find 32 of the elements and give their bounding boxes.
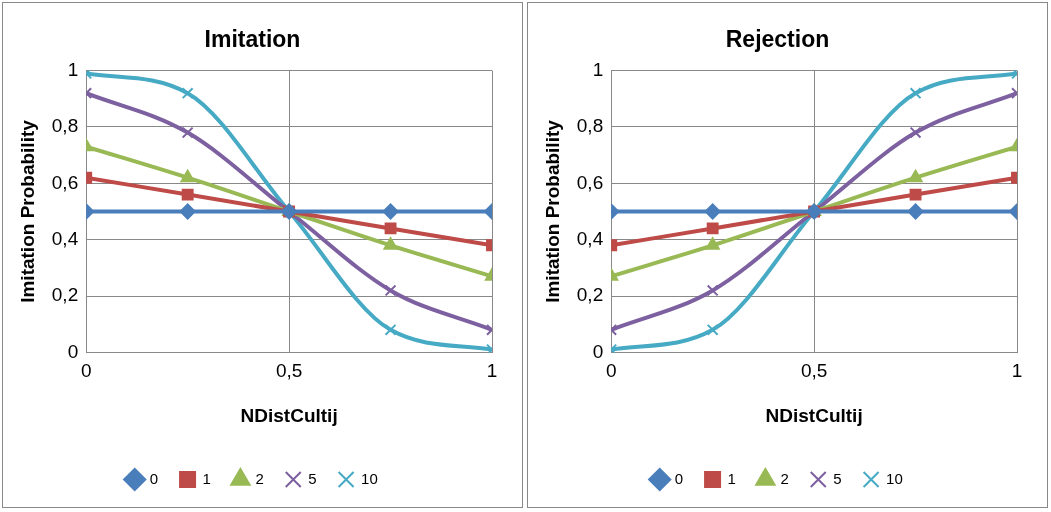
legend-label: 5 — [833, 469, 842, 487]
y-tick-label: 0,8 — [51, 115, 79, 137]
y-tick-label: 0,6 — [576, 171, 604, 193]
y-tick-label: 0 — [592, 340, 604, 362]
legend-label: 1 — [727, 469, 736, 487]
legend-label: 0 — [674, 469, 684, 487]
y-tick-label: 0,2 — [51, 284, 79, 306]
y-tick-label: 0,8 — [576, 115, 604, 137]
chart-title: Rejection — [725, 26, 830, 53]
y-tick-label: 0,4 — [576, 227, 604, 249]
x-tick-label: 1 — [1011, 360, 1023, 382]
y-axis-title: Imitation Probability — [541, 119, 563, 303]
y-tick-label: 0 — [67, 340, 79, 362]
legend-label: 2 — [255, 469, 264, 487]
legend-label: 10 — [361, 469, 378, 487]
legend-label: 0 — [149, 469, 159, 487]
y-tick-label: 0,2 — [576, 284, 604, 306]
y-tick-label: 1 — [592, 58, 604, 80]
y-axis-title: Imitation Probability — [16, 119, 38, 303]
x-tick-label: 0,5 — [800, 360, 828, 382]
y-tick-label: 0,4 — [51, 227, 79, 249]
y-tick-label: 1 — [67, 58, 79, 80]
x-tick-label: 0,5 — [275, 360, 303, 382]
legend-label: 5 — [308, 469, 317, 487]
legend-label: 10 — [886, 469, 903, 487]
x-axis-title: NDistCultij — [765, 404, 863, 426]
chart-title: Imitation — [204, 26, 301, 53]
x-axis-title: NDistCultij — [240, 404, 338, 426]
legend-label: 2 — [780, 469, 789, 487]
y-tick-label: 0,6 — [51, 171, 79, 193]
legend-label: 1 — [202, 469, 211, 487]
x-tick-label: 1 — [486, 360, 498, 382]
